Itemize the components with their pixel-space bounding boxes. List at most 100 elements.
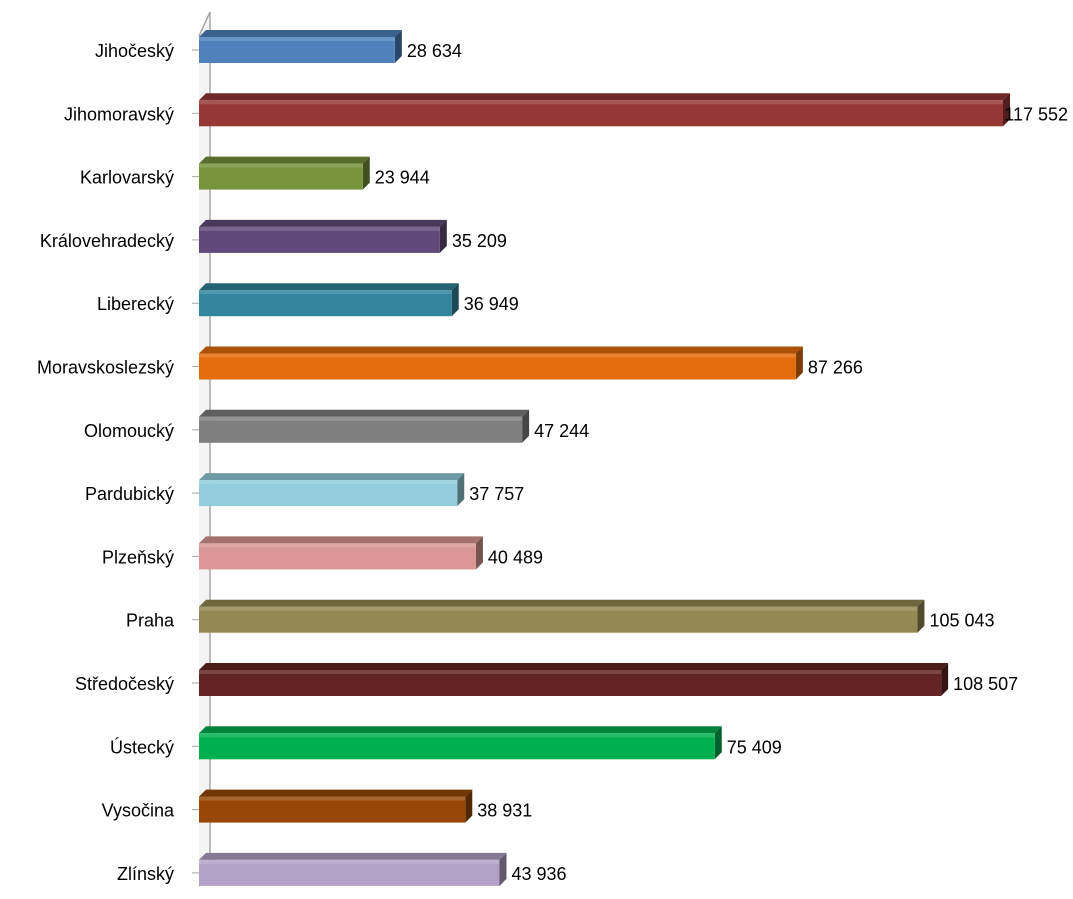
value-label: 38 931 [477,801,532,821]
bar-front-face [199,606,918,633]
bar-highlight [199,100,1003,105]
bar [199,852,507,886]
bar-highlight [199,353,796,358]
bar [199,219,447,253]
bar-side-face [475,536,483,570]
bar-side-face [499,852,507,886]
bar-side-face [714,726,722,760]
category-label: Zlínský [117,864,174,884]
bar-side-face [941,663,949,696]
bar [199,536,483,570]
bar [199,156,370,190]
bar [199,30,402,63]
value-label: 105 043 [929,611,994,631]
bar-highlight [199,543,476,548]
bar [199,283,459,317]
bar-top-face [199,283,459,291]
bar-side-face [465,789,473,823]
value-label: 36 949 [464,294,519,314]
category-label: Plzeňský [102,547,174,567]
category-label: Vysočina [102,801,175,821]
bar-highlight [199,733,715,738]
bar-top-face [199,346,803,354]
bar [199,789,473,823]
category-label: Královehradecký [40,231,174,251]
bar-front-face [199,543,476,570]
bar-front-face [199,100,1003,127]
bar-highlight [199,796,466,801]
value-label: 28 634 [407,41,462,61]
value-label: 117 552 [1004,104,1068,124]
bars-group [199,30,1010,886]
value-label: 87 266 [808,358,863,378]
category-label: Jihomoravský [64,104,174,124]
bar-top-face [199,663,949,670]
bar-highlight [199,606,918,611]
bar-top-face [199,93,1010,101]
bar-side-face [1003,93,1010,127]
bar-side-face [457,473,465,507]
category-label: Karlovarský [80,168,174,188]
bar [199,599,925,633]
category-label: Olomoucký [84,421,174,441]
bar-front-face [199,226,440,253]
bar-top-face [199,789,473,797]
bar-highlight [199,163,363,168]
bar-top-face [199,599,925,607]
bar-highlight [199,226,440,231]
bar-side-face [451,283,459,317]
category-label: Moravskoslezský [37,358,174,378]
value-label: 40 489 [488,547,543,567]
bar [199,409,530,443]
bar-top-face [199,219,447,227]
bar-top-face [199,30,402,37]
bar-side-face [362,156,370,190]
bar-top-face [199,536,483,544]
bar-top-face [199,726,722,734]
value-label: 43 936 [512,864,567,884]
bar-front-face [199,37,395,63]
bar-side-face [522,409,530,443]
bar-top-face [199,473,465,481]
bar [199,726,722,760]
bar-side-face [795,346,803,380]
value-label: 75 409 [727,737,782,757]
category-label: Praha [126,611,175,631]
bar-side-face [917,599,925,633]
bar-top-face [199,409,530,417]
bar-front-face [199,733,715,760]
bar-front-face [199,416,523,443]
bar-front-face [199,480,458,507]
bar [199,93,1010,127]
category-label: Pardubický [85,484,174,504]
bar-side-face [439,219,447,253]
bar-highlight [199,480,458,485]
bar-side-face [394,30,402,63]
bar-top-face [199,852,507,860]
bar-top-face [199,156,370,164]
value-label: 108 507 [953,674,1018,694]
bar-front-face [199,290,452,317]
bar-highlight [199,859,500,864]
bar-highlight [199,416,523,421]
bar-highlight [199,670,942,674]
value-label: 23 944 [375,168,430,188]
bar-highlight [199,290,452,295]
bar-front-face [199,796,466,823]
value-label: 35 209 [452,231,507,251]
bar-front-face [199,163,363,190]
bar-front-face [199,859,500,886]
bar-highlight [199,37,395,41]
bar [199,473,465,507]
category-label: Liberecký [97,294,174,314]
bar-front-face [199,353,796,380]
value-label: 37 757 [469,484,524,504]
labels-group: Jihočeský 28 634 Jihomoravský 117 552 Karlov… [37,41,1068,884]
bar-front-face [199,670,942,696]
bar [199,346,803,380]
category-label: Jihočeský [95,41,174,61]
category-label: Ústecký [110,736,174,757]
value-label: 47 244 [534,421,589,441]
bar [199,663,949,696]
